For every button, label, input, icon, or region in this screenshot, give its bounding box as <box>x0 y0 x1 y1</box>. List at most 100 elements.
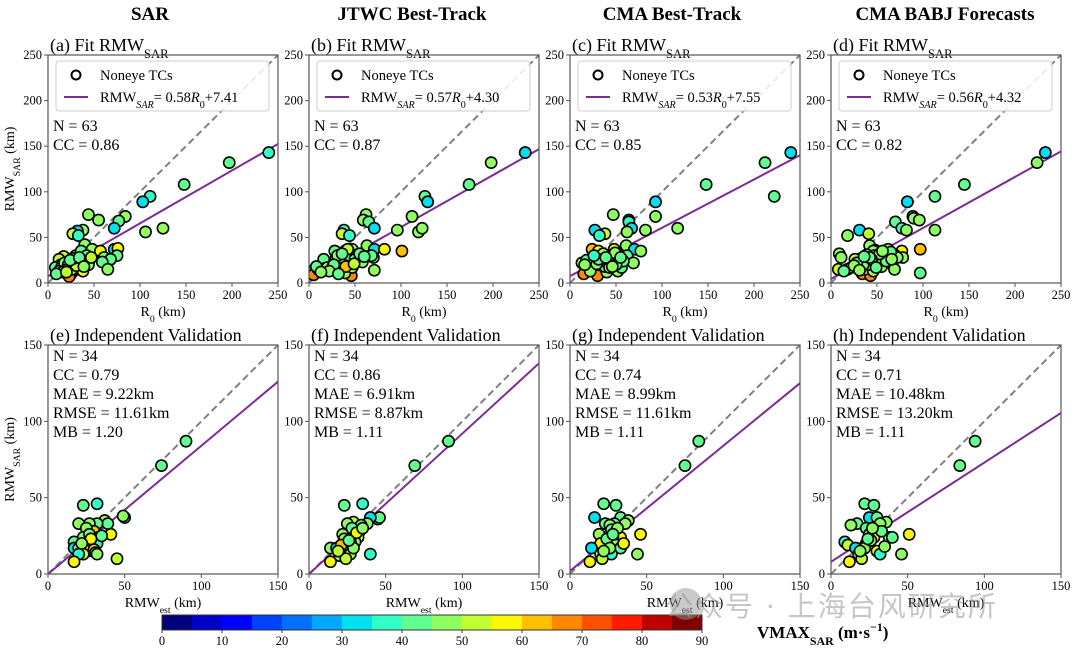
x-tick-label: 0 <box>828 288 834 302</box>
data-point <box>408 459 422 473</box>
x-tick-label: 200 <box>223 288 242 302</box>
column-title-cma-babj: CMA BABJ Forecasts <box>855 4 1034 25</box>
legend-marker-label: Noneye TCs <box>100 68 173 84</box>
data-point <box>597 544 611 558</box>
data-point <box>606 527 620 541</box>
colorbar: 0 10 20 30 40 50 60 70 80 90 VMAXSAR (m·s−1) <box>159 614 888 648</box>
y-tick-label: 250 <box>23 48 42 62</box>
colorbar-segment <box>642 615 673 630</box>
colorbar-label: VMAXSAR (m·s−1) <box>757 620 888 648</box>
data-point <box>853 544 867 558</box>
y-tick-label: 250 <box>545 48 564 62</box>
data-point <box>867 498 881 512</box>
stat-text: CC = 0.85 <box>575 137 641 154</box>
y-tick-label: 150 <box>806 338 825 352</box>
data-point <box>578 258 592 272</box>
data-point <box>678 459 692 473</box>
data-point <box>928 223 942 237</box>
panel-f: (f) Independent Validation 0 50 100 150 0 50 10… <box>284 325 548 616</box>
data-point <box>958 178 971 191</box>
legend-box <box>55 60 270 112</box>
y-tick-label: 200 <box>545 94 564 108</box>
axes-frame <box>569 344 801 575</box>
data-point <box>913 266 927 280</box>
y-tick-label: 150 <box>23 139 42 153</box>
y-tick-label: 0 <box>297 276 303 290</box>
colorbar-segment <box>252 615 283 630</box>
x-axis-label: R0 (km) <box>924 305 969 325</box>
stat-text: MB = 1.11 <box>314 424 383 441</box>
colorbar-segment <box>312 615 343 630</box>
colorbar-tick-label: 10 <box>216 634 229 648</box>
data-point <box>841 229 854 242</box>
data-point <box>222 156 236 170</box>
data-point <box>617 537 631 550</box>
data-point <box>614 251 627 264</box>
x-axis-label: R0 (km) <box>402 305 447 325</box>
data-point <box>155 459 168 473</box>
data-point <box>101 262 115 276</box>
data-point <box>331 544 345 558</box>
stat-text: N = 63 <box>314 118 359 135</box>
x-axis-label: RMWest (km) <box>908 596 985 616</box>
y-tick-label: 100 <box>284 185 303 199</box>
x-tick-label: 150 <box>438 288 457 302</box>
legend-box <box>577 60 792 112</box>
axes-frame <box>308 344 540 575</box>
x-tick-label: 50 <box>640 579 653 593</box>
panel-h: (h) Independent Validation 0 50 100 150 0 50 10… <box>806 325 1070 616</box>
data-point <box>862 227 876 241</box>
data-point <box>639 223 652 237</box>
y-tick-label: 200 <box>284 94 303 108</box>
scatter-points <box>67 434 193 569</box>
one-to-one-line <box>831 345 1061 574</box>
data-point <box>597 497 611 511</box>
panel-title: (e) Independent Validation <box>50 325 242 346</box>
data-point <box>442 434 455 448</box>
one-to-one-line <box>48 345 278 574</box>
data-point <box>60 265 73 279</box>
legend-marker-label: Noneye TCs <box>883 68 956 84</box>
stat-text: RMSE = 13.20km <box>836 405 954 422</box>
colorbar-frame <box>161 614 703 631</box>
panel-title: (g) Independent Validation <box>572 325 765 346</box>
data-point <box>634 527 647 541</box>
y-tick-label: 50 <box>30 230 43 244</box>
data-point <box>356 497 370 511</box>
data-point <box>110 552 124 566</box>
panel-title: (a) Fit RMWSAR <box>50 35 169 61</box>
x-tick-label: 150 <box>791 579 810 593</box>
scatter-points <box>324 434 455 569</box>
x-tick-label: 50 <box>118 579 131 593</box>
x-tick-label: 50 <box>901 579 914 593</box>
data-point <box>834 251 848 264</box>
y-tick-label: 150 <box>545 139 564 153</box>
stat-text: RMSE = 8.87km <box>314 405 424 422</box>
colorbar-segment <box>522 615 553 630</box>
data-point <box>421 195 435 209</box>
data-point <box>784 146 798 159</box>
y-tick-label: 50 <box>813 491 826 505</box>
stat-text: CC = 0.71 <box>836 367 902 384</box>
one-to-one-line <box>309 345 539 574</box>
data-point <box>179 434 193 448</box>
data-point <box>853 263 866 277</box>
x-tick-label: 100 <box>131 288 150 302</box>
data-point <box>139 225 152 239</box>
data-point <box>885 530 899 544</box>
legend-line-label: RMWSAR= 0.57R0+4.30 <box>361 90 499 111</box>
colorbar-tick-label: 20 <box>276 634 289 648</box>
data-point <box>609 498 623 512</box>
data-point <box>583 555 597 569</box>
data-point <box>395 244 409 258</box>
y-tick-label: 150 <box>284 139 303 153</box>
axes-frame <box>569 54 801 284</box>
y-tick-label: 50 <box>30 491 43 505</box>
data-point <box>900 223 913 237</box>
data-point <box>585 541 598 555</box>
data-point <box>928 189 942 203</box>
data-point <box>90 497 104 511</box>
x-axis-label: R0 (km) <box>141 305 186 325</box>
data-point <box>876 244 889 258</box>
panel-d: (d) Fit RMWSAR 0 50 100 150 200 250 0 50 100 150 20… <box>806 35 1070 325</box>
